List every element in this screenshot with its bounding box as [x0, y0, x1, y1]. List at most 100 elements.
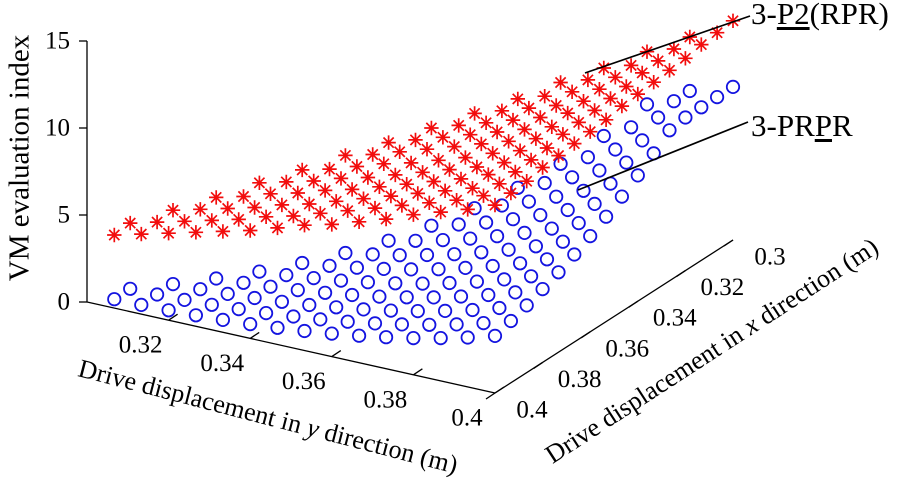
data-point-circle: [252, 264, 267, 279]
series-label-p2rpr: 3-P2(RPR): [751, 0, 889, 29]
data-point-asterisk: [317, 183, 333, 198]
data-point-circle: [426, 290, 441, 305]
data-point-asterisk: [394, 198, 410, 213]
data-point-circle: [535, 281, 550, 297]
data-point-asterisk: [372, 179, 387, 194]
series-label-prpr-pre: 3-PR: [751, 108, 815, 143]
data-point-asterisk: [270, 220, 285, 236]
data-point-circle: [544, 221, 559, 236]
data-point-asterisk: [333, 171, 349, 186]
data-point-circle: [188, 308, 203, 323]
data-point-circle: [533, 208, 548, 223]
data-point-circle: [528, 239, 544, 254]
data-point-asterisk: [435, 130, 451, 145]
data-point-asterisk: [290, 185, 305, 201]
data-point-asterisk: [279, 174, 294, 190]
data-point-asterisk: [567, 136, 582, 151]
data-point-asterisk: [508, 164, 523, 180]
data-point-asterisk: [209, 190, 224, 205]
data-point-asterisk: [560, 105, 575, 121]
data-point-circle: [317, 285, 333, 300]
data-point-circle: [435, 233, 450, 248]
data-point-circle: [247, 290, 262, 306]
data-point-asterisk: [521, 100, 537, 116]
data-point-asterisk: [662, 63, 677, 78]
data-point-asterisk: [494, 103, 510, 118]
data-point-circle: [519, 298, 534, 313]
data-point-circle: [286, 309, 301, 324]
data-point-asterisk: [322, 161, 337, 177]
data-point-circle: [231, 301, 246, 317]
data-point-circle: [399, 290, 414, 305]
data-point-asterisk: [555, 127, 571, 142]
series-label-p2rpr-underlined: P2: [776, 0, 810, 31]
data-point-circle: [587, 196, 602, 211]
data-point-asterisk: [630, 86, 645, 102]
x-tick: [485, 392, 496, 400]
x-tick: [533, 361, 543, 369]
data-point-asterisk: [252, 175, 267, 190]
data-point-circle: [583, 229, 598, 244]
x-tick-label: 0.36: [605, 335, 649, 362]
data-point-asterisk: [571, 115, 586, 130]
data-point-asterisk: [367, 200, 383, 216]
z-tick-label: 5: [58, 202, 71, 229]
data-point-asterisk: [344, 182, 360, 197]
data-point-circle: [177, 292, 192, 307]
data-point-asterisk: [465, 181, 480, 196]
data-point-asterisk: [215, 224, 231, 239]
data-point-asterisk: [528, 131, 544, 146]
data-point-circle: [709, 90, 725, 105]
data-point-circle: [422, 317, 437, 332]
data-point-circle: [553, 156, 568, 171]
data-point-asterisk: [149, 214, 165, 230]
data-point-circle: [474, 245, 489, 260]
data-point-asterisk: [503, 185, 519, 201]
data-point-circle: [360, 275, 375, 290]
data-point-circle: [367, 316, 383, 331]
data-point-asterisk: [539, 140, 555, 156]
data-point-asterisk: [415, 165, 430, 180]
data-point-circle: [449, 317, 464, 332]
data-point-circle: [447, 247, 462, 262]
series-label-prpr: 3-PRPR: [751, 110, 853, 141]
data-point-circle: [243, 316, 258, 332]
x-tick-label: 0.3: [754, 244, 785, 271]
data-point-circle: [322, 258, 337, 273]
data-point-asterisk: [426, 174, 441, 189]
data-point-asterisk: [453, 171, 469, 187]
data-point-asterisk: [650, 53, 666, 69]
data-point-circle: [619, 155, 634, 170]
y-tick: [413, 368, 423, 376]
data-point-circle: [551, 265, 566, 280]
data-point-circle: [678, 110, 693, 125]
data-point-asterisk: [188, 225, 204, 240]
data-point-asterisk: [580, 72, 596, 88]
data-point-circle: [460, 330, 475, 345]
data-point-asterisk: [709, 25, 725, 40]
data-point-asterisk: [553, 75, 568, 90]
data-point-circle: [419, 247, 435, 263]
data-point-asterisk: [220, 201, 235, 216]
data-point-asterisk: [460, 202, 475, 217]
data-point-circle: [510, 180, 525, 195]
data-point-asterisk: [449, 193, 464, 208]
x-tick: [676, 270, 686, 278]
data-point-asterisk: [431, 153, 446, 168]
data-point-circle: [388, 276, 403, 291]
data-point-circle: [351, 328, 367, 343]
data-point-asterisk: [535, 160, 550, 175]
series-label-prpr-underlined: P: [814, 108, 832, 143]
data-point-asterisk: [177, 214, 192, 229]
data-point-circle: [487, 328, 503, 343]
data-point-asterisk: [419, 142, 435, 157]
series-label-p2rpr-post: (RPR): [809, 0, 889, 31]
data-point-asterisk: [447, 139, 462, 154]
data-point-asterisk: [510, 91, 525, 107]
data-point-asterisk: [694, 37, 709, 52]
data-point-asterisk: [263, 186, 278, 201]
data-point-circle: [549, 189, 564, 204]
data-point-circle: [365, 247, 380, 262]
